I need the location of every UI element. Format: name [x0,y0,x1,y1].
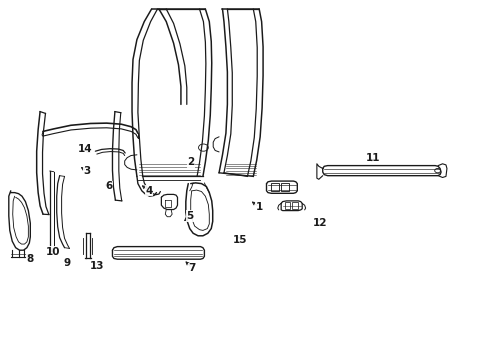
Text: 5: 5 [186,211,193,221]
Text: 3: 3 [83,166,90,176]
Text: 1: 1 [255,202,262,212]
Text: 10: 10 [45,247,60,257]
Text: 8: 8 [27,254,34,264]
Text: 6: 6 [105,181,112,191]
Text: 11: 11 [365,153,379,163]
Bar [284,202,290,209]
Bar [291,202,297,209]
Bar [281,183,288,191]
Text: 9: 9 [64,258,71,268]
Text: 4: 4 [145,186,153,196]
Text: 14: 14 [78,144,93,154]
Bar [271,183,278,191]
Text: 15: 15 [232,235,246,246]
Text: 7: 7 [188,263,196,273]
Text: 12: 12 [312,218,327,228]
Text: 13: 13 [89,261,104,271]
Text: 2: 2 [187,157,194,167]
